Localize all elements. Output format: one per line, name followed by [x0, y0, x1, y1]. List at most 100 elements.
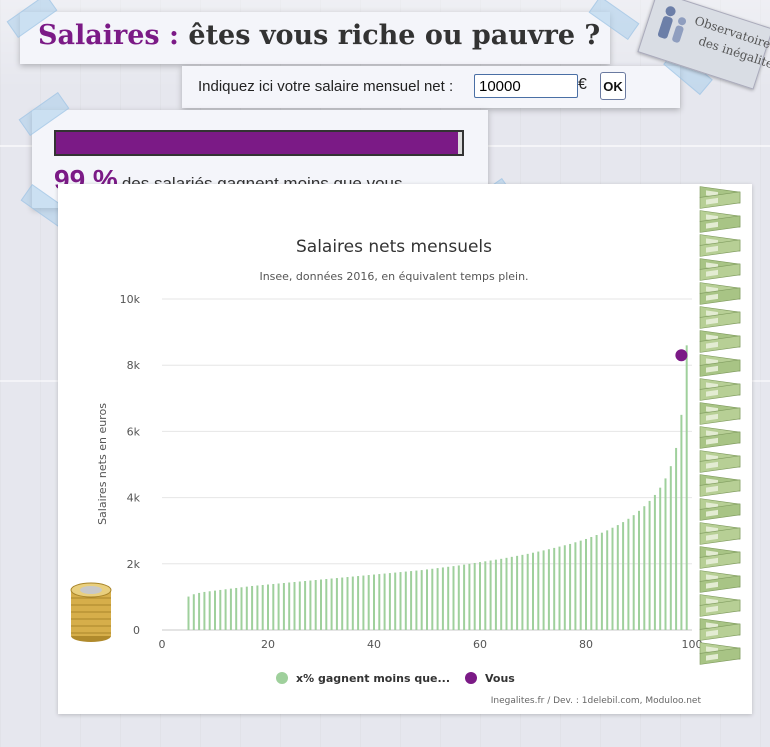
- x-tick-label: 40: [367, 638, 381, 651]
- banknote: [699, 479, 741, 497]
- bar: [463, 564, 466, 630]
- page-title-accent: Salaires :: [38, 20, 179, 51]
- chart-axes: 0 2k 4k 6k 8k 10k 0 20 40 60 80 100: [120, 293, 703, 651]
- bar: [600, 532, 603, 630]
- bar: [494, 559, 497, 630]
- bar: [272, 583, 275, 630]
- banknote: [699, 191, 741, 209]
- bar: [357, 576, 360, 630]
- legend-label-bars[interactable]: x% gagnent moins que...: [296, 672, 450, 685]
- banknote-body: [699, 287, 741, 305]
- bar: [362, 575, 365, 630]
- x-tick-label: 80: [579, 638, 593, 651]
- chart-title: Salaires nets mensuels: [296, 237, 492, 257]
- banknote: [699, 359, 741, 377]
- salary-input[interactable]: [474, 74, 578, 98]
- banknote-body: [699, 479, 741, 497]
- bar: [468, 563, 471, 630]
- bar: [622, 522, 625, 630]
- bar: [648, 500, 651, 630]
- bar: [256, 585, 259, 630]
- banknote-body: [699, 311, 741, 329]
- bar: [500, 558, 503, 630]
- x-tick-label: 60: [473, 638, 487, 651]
- bar: [378, 574, 381, 630]
- banknote-stack-illustration: [699, 186, 741, 665]
- bar: [309, 580, 312, 630]
- bar: [532, 552, 534, 630]
- currency-symbol: €: [578, 76, 587, 93]
- page-title: Salaires : êtes vous riche ou pauvre ?: [38, 20, 600, 51]
- bar: [452, 566, 455, 630]
- bar: [399, 572, 402, 630]
- banknote-body: [699, 407, 741, 425]
- banknote: [699, 455, 741, 473]
- bar: [420, 570, 423, 630]
- banknote: [699, 383, 741, 401]
- salary-input-label: Indiquez ici votre salaire mensuel net :: [198, 78, 454, 95]
- bar: [367, 575, 370, 630]
- bar: [685, 345, 688, 630]
- bar: [298, 581, 301, 630]
- bar: [441, 567, 444, 630]
- bar: [447, 566, 450, 630]
- bar: [516, 555, 519, 630]
- chart-y-axis-label: Salaires nets en euros: [96, 403, 109, 525]
- bar: [320, 579, 322, 630]
- chart-credits: Inegalites.fr / Dev. : 1delebil.com, Mod…: [491, 696, 702, 706]
- banknote: [699, 623, 741, 641]
- bar: [431, 568, 434, 630]
- bar: [563, 545, 566, 630]
- x-tick-label: 100: [682, 638, 703, 651]
- bar: [632, 515, 635, 630]
- bar: [558, 546, 561, 630]
- bar: [351, 576, 354, 630]
- observatoire-logo[interactable]: Observatoire des inégalités: [637, 0, 770, 91]
- banknote: [699, 287, 741, 305]
- bar: [415, 570, 418, 630]
- banknote-detail: [706, 653, 718, 661]
- banknote-body: [699, 599, 741, 617]
- bar: [638, 510, 640, 630]
- banknote: [699, 335, 741, 353]
- legend-marker-vous: [465, 672, 477, 684]
- banknote-detail: [706, 293, 718, 301]
- banknote-detail: [706, 629, 718, 637]
- bar: [214, 590, 216, 630]
- bar: [436, 568, 439, 630]
- bar: [330, 578, 333, 630]
- bar: [595, 535, 598, 630]
- banknote-detail: [706, 221, 718, 229]
- chart-points: [675, 349, 688, 362]
- data-point-vous: [675, 349, 688, 362]
- banknote-detail: [706, 605, 718, 613]
- people-icon: [657, 6, 687, 43]
- bar: [579, 540, 582, 630]
- banknote-detail: [706, 365, 718, 373]
- bar: [335, 578, 338, 630]
- bar: [288, 582, 291, 630]
- banknote-body: [699, 239, 741, 257]
- legend-label-vous[interactable]: Vous: [485, 672, 515, 685]
- bar: [373, 574, 375, 630]
- bar: [547, 549, 550, 630]
- banknote-detail: [706, 557, 718, 565]
- bar: [346, 577, 349, 630]
- bar: [489, 560, 492, 630]
- ok-button[interactable]: OK: [600, 72, 626, 100]
- banknote-detail: [706, 269, 718, 277]
- salary-chart: 0 2k 4k 6k 8k 10k 0 20 40 60 80 100 Salaires nets m…: [96, 237, 703, 706]
- bar: [590, 536, 593, 630]
- bar: [245, 586, 248, 630]
- bar: [198, 592, 201, 630]
- bar: [675, 447, 678, 630]
- bar: [585, 538, 587, 630]
- y-tick-label: 6k: [127, 425, 141, 438]
- percentile-progress-fill: [56, 132, 458, 154]
- bar: [542, 550, 545, 630]
- bar: [251, 585, 254, 630]
- bar: [240, 587, 243, 630]
- bar: [187, 596, 190, 630]
- chart-bars: [187, 345, 688, 630]
- banknote-detail: [706, 533, 718, 541]
